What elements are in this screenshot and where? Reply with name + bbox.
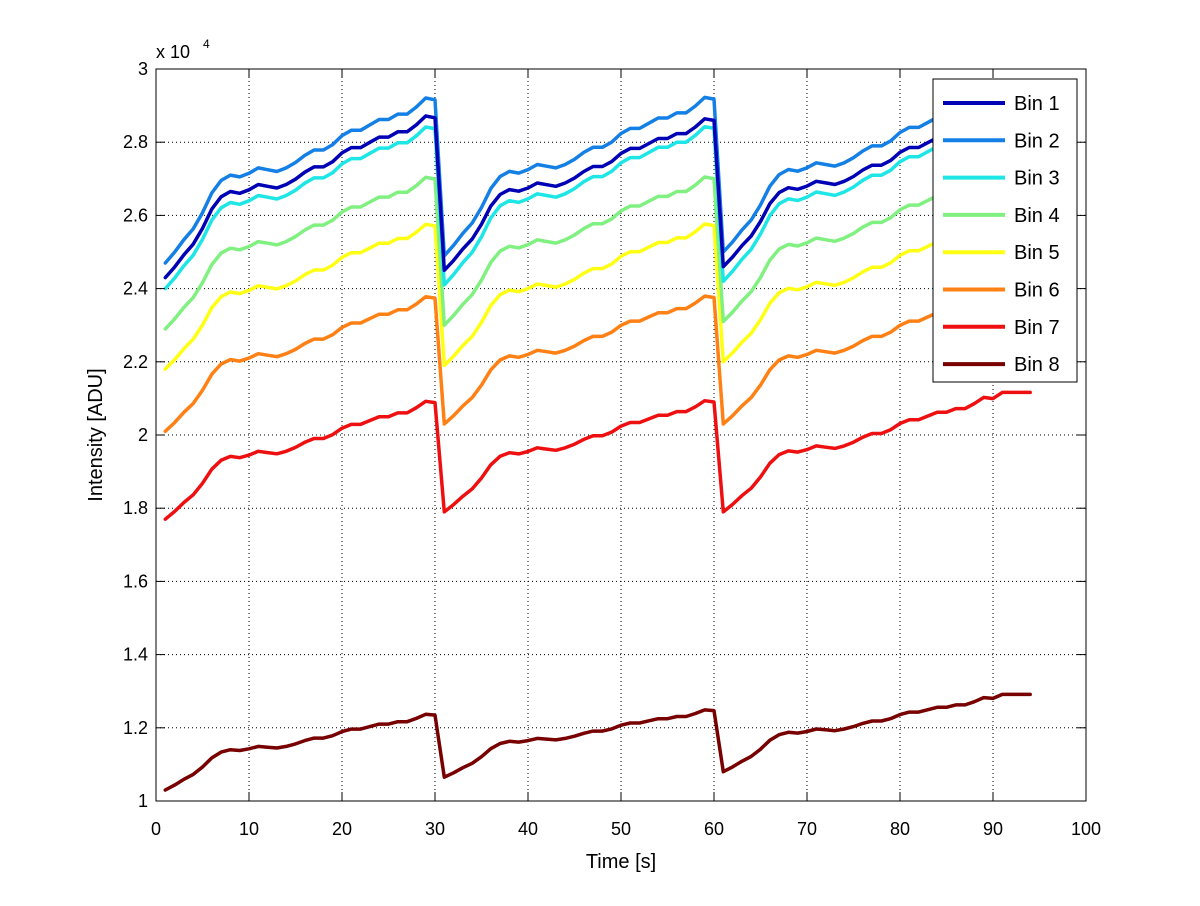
axis-ticks bbox=[155, 68, 1087, 802]
y-tick-label: 2.8 bbox=[123, 132, 148, 152]
x-tick-label: 80 bbox=[890, 819, 910, 839]
x-tick-label: 40 bbox=[518, 819, 538, 839]
series-line-bin-3 bbox=[163, 117, 1032, 291]
legend: Bin 1 Bin 2 Bin 3 Bin 4 Bin 5 Bin 6 Bin 7 Bin 8 bbox=[932, 78, 1078, 383]
series-line-bin-4 bbox=[163, 168, 1032, 331]
series-line-bin-8 bbox=[163, 692, 1032, 792]
x-tick-label: 60 bbox=[704, 819, 724, 839]
y-tick-label: 2.6 bbox=[123, 205, 148, 225]
y-multiplier-exponent: 4 bbox=[203, 37, 210, 51]
y-tick-label: 1.4 bbox=[123, 645, 148, 665]
x-tick-labels: 0 10 20 30 40 50 60 70 80 90 100 bbox=[151, 819, 1101, 839]
x-tick-label: 90 bbox=[983, 819, 1003, 839]
y-tick-label: 2 bbox=[138, 425, 148, 445]
y-tick-label: 1.2 bbox=[123, 718, 148, 738]
legend-label: Bin 7 bbox=[1014, 317, 1060, 339]
legend-label: Bin 6 bbox=[1014, 280, 1060, 302]
legend-label: Bin 2 bbox=[1014, 130, 1060, 152]
y-tick-label: 3 bbox=[138, 59, 148, 79]
y-tick-label: 1.6 bbox=[123, 571, 148, 591]
legend-label: Bin 4 bbox=[1014, 205, 1060, 227]
y-tick-label: 2.4 bbox=[123, 279, 148, 299]
legend-label: Bin 8 bbox=[1014, 354, 1060, 376]
series-line-bin-7 bbox=[163, 390, 1032, 521]
x-tick-label: 20 bbox=[332, 819, 352, 839]
x-tick-label: 30 bbox=[425, 819, 445, 839]
series-line-bin-2 bbox=[163, 88, 1032, 265]
series-line-bin-1 bbox=[163, 110, 1032, 280]
y-multiplier-label: x 10 bbox=[156, 42, 190, 62]
y-axis-label: Intensity [ADU] bbox=[85, 368, 107, 501]
y-tick-label: 1.8 bbox=[123, 498, 148, 518]
legend-box bbox=[932, 78, 1078, 383]
series-line-bin-6 bbox=[163, 288, 1032, 434]
grid-lines bbox=[156, 69, 1086, 801]
legend-label: Bin 3 bbox=[1014, 168, 1060, 190]
x-tick-label: 50 bbox=[611, 819, 631, 839]
x-tick-label: 100 bbox=[1071, 819, 1101, 839]
series-line-bin-5 bbox=[163, 215, 1032, 371]
x-tick-label: 10 bbox=[239, 819, 259, 839]
y-tick-label: 2.2 bbox=[123, 352, 148, 372]
x-axis-label: Time [s] bbox=[586, 851, 656, 873]
y-tick-label: 1 bbox=[138, 791, 148, 811]
legend-label: Bin 1 bbox=[1014, 93, 1060, 115]
series-lines bbox=[163, 88, 1032, 792]
x-tick-label: 70 bbox=[797, 819, 817, 839]
legend-label: Bin 5 bbox=[1014, 242, 1060, 264]
x-tick-label: 0 bbox=[151, 819, 161, 839]
y-tick-labels: 1 1.2 1.4 1.6 1.8 2 2.2 2.4 2.6 2.8 3 bbox=[123, 59, 148, 811]
